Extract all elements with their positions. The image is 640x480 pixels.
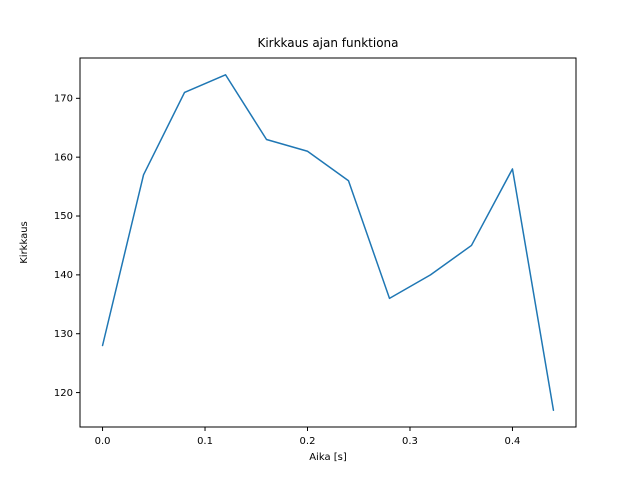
chart-title: Kirkkaus ajan funktiona xyxy=(257,36,398,50)
x-axis-label: Aika [s] xyxy=(309,452,347,463)
y-tick-label: 150 xyxy=(54,211,73,222)
y-tick-label: 140 xyxy=(54,270,73,281)
x-tick-label: 0.1 xyxy=(197,436,213,447)
x-tick-label: 0.3 xyxy=(402,436,418,447)
x-tick-label: 0.0 xyxy=(95,436,111,447)
y-tick-label: 120 xyxy=(54,388,73,399)
plot-border xyxy=(79,57,577,428)
x-tick-label: 0.4 xyxy=(505,436,521,447)
x-tick-label: 0.2 xyxy=(300,436,316,447)
y-tick-label: 160 xyxy=(54,152,73,163)
data-line-kirkkaus xyxy=(101,74,555,411)
y-axis-label: Kirkkaus xyxy=(19,221,30,264)
y-tick-label: 130 xyxy=(54,329,73,340)
y-tick-label: 170 xyxy=(54,94,73,105)
